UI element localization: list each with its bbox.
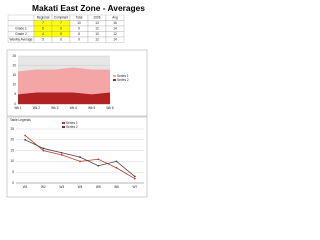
- x-tick-label: W1: [23, 185, 28, 189]
- cell-text: 16: [113, 21, 117, 25]
- x-tick-label: Wk 3: [51, 106, 58, 110]
- point: [97, 164, 100, 167]
- x-tick-label: W3: [59, 185, 64, 189]
- cell-text: 12: [95, 27, 99, 31]
- y-tick-label: 0: [12, 181, 14, 185]
- point: [24, 138, 27, 141]
- cell-text: 13: [95, 21, 99, 25]
- screenshot: Makati East Zone - Averages Regional Comp…: [6, 3, 148, 198]
- cell-text: 14: [113, 27, 117, 31]
- cell-text: 5: [60, 32, 62, 36]
- cell-text: 6: [60, 27, 62, 31]
- cell-text: 10: [77, 21, 81, 25]
- cell-text: 5: [42, 38, 44, 42]
- cell-text: Weekly Average: [10, 38, 33, 42]
- point: [42, 147, 45, 150]
- x-tick-label: Wk 2: [33, 106, 40, 110]
- x-tick-label: W2: [41, 185, 46, 189]
- legend-label: Series 2: [117, 78, 129, 82]
- cell-text: 2006: [93, 16, 100, 20]
- y-tick-label: 10: [10, 159, 14, 163]
- cell-text: 7: [42, 21, 44, 25]
- y-tick-label: 15: [10, 148, 14, 152]
- y-tick-label: 5: [12, 170, 14, 174]
- chart-subtitle: Table Legends: [10, 118, 31, 122]
- legend-label: Series 1: [117, 74, 129, 78]
- cell-text: 8: [78, 32, 80, 36]
- legend-swatch: [62, 126, 65, 128]
- cell-text: Grade 2: [15, 32, 27, 36]
- y-tick-label: 0: [14, 102, 16, 106]
- cell-text: Total: [76, 16, 83, 20]
- table-cell: [7, 20, 35, 27]
- x-tick-label: Wk 4: [70, 106, 77, 110]
- point: [60, 154, 63, 156]
- cell-text: 14: [113, 38, 117, 42]
- chart-frame: [6, 116, 148, 198]
- point: [79, 160, 81, 163]
- x-tick-label: W6: [114, 185, 119, 189]
- y-tick-label: 5: [14, 92, 16, 96]
- point: [133, 177, 136, 180]
- area: [18, 92, 110, 104]
- x-tick-label: Wk 5: [88, 106, 95, 110]
- legend-swatch: [62, 122, 65, 124]
- legend-swatch: [113, 79, 116, 81]
- point: [115, 166, 118, 169]
- cell-text: 12: [113, 32, 117, 36]
- page-title: Makati East Zone - Averages: [32, 3, 145, 13]
- cell-text: Compliant: [54, 16, 68, 20]
- y-tick-label: 20: [10, 138, 14, 142]
- legend-label: Series 1: [66, 121, 78, 125]
- cell-text: 9: [78, 27, 80, 31]
- y-tick-label: 25: [10, 127, 14, 131]
- point: [24, 134, 27, 137]
- point: [79, 156, 81, 158]
- point: [133, 175, 136, 178]
- point: [115, 160, 118, 163]
- x-tick-label: W7: [132, 185, 137, 189]
- point: [42, 149, 45, 152]
- cell-text: 10: [95, 32, 99, 36]
- y-tick-label: 15: [12, 73, 16, 77]
- cell-text: 6: [60, 38, 62, 42]
- cell-text: 5: [42, 27, 44, 31]
- cell-text: Regional: [37, 16, 50, 20]
- x-tick-label: Wk 1: [14, 106, 21, 110]
- table-cell: [105, 36, 125, 43]
- y-tick-label: 10: [12, 83, 16, 87]
- x-tick-label: W5: [96, 185, 101, 189]
- y-tick-label: 20: [12, 63, 16, 67]
- y-tick-label: 25: [12, 54, 16, 58]
- cell-text: 12: [95, 38, 99, 42]
- cell-text: Grade 1: [15, 27, 27, 31]
- cell-text: 9: [78, 38, 80, 42]
- legend-label: Series 2: [66, 125, 78, 129]
- x-tick-label: W4: [78, 185, 83, 189]
- legend-swatch: [113, 75, 116, 77]
- point: [97, 158, 100, 161]
- table-cell: [7, 14, 35, 21]
- cell-text: 7: [60, 21, 62, 25]
- x-tick-label: Wk 6: [106, 106, 113, 110]
- cell-text: Avg: [112, 16, 118, 20]
- cell-text: 4: [42, 32, 44, 36]
- point: [60, 151, 63, 154]
